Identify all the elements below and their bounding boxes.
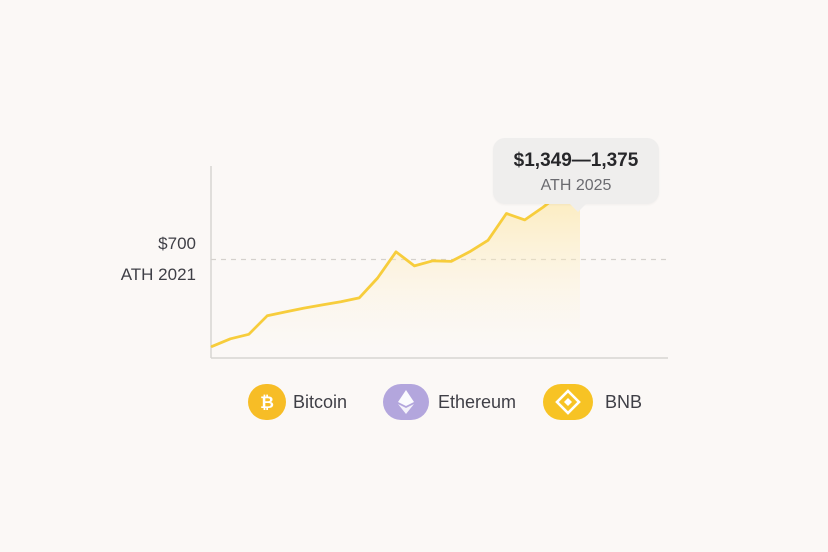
ethereum-icon (383, 384, 429, 420)
tooltip-value: $1,349—1,375 (513, 150, 639, 171)
bitcoin-icon: ₿ (248, 384, 286, 420)
legend-label-bnb: BNB (605, 392, 643, 412)
bnb-icon (543, 384, 593, 420)
svg-text:₿: ₿ (260, 393, 274, 413)
reference-value-label: $700 (158, 234, 196, 253)
legend-label-ethereum: Ethereum (438, 392, 517, 412)
reference-caption-label: ATH 2021 (120, 265, 196, 284)
legend-label-bitcoin: Bitcoin (293, 392, 348, 412)
peak-tooltip: $1,349—1,375 ATH 2025 (493, 138, 659, 212)
series-line (210, 173, 582, 348)
series-area (212, 174, 580, 349)
tooltip-caption: ATH 2025 (540, 177, 612, 194)
